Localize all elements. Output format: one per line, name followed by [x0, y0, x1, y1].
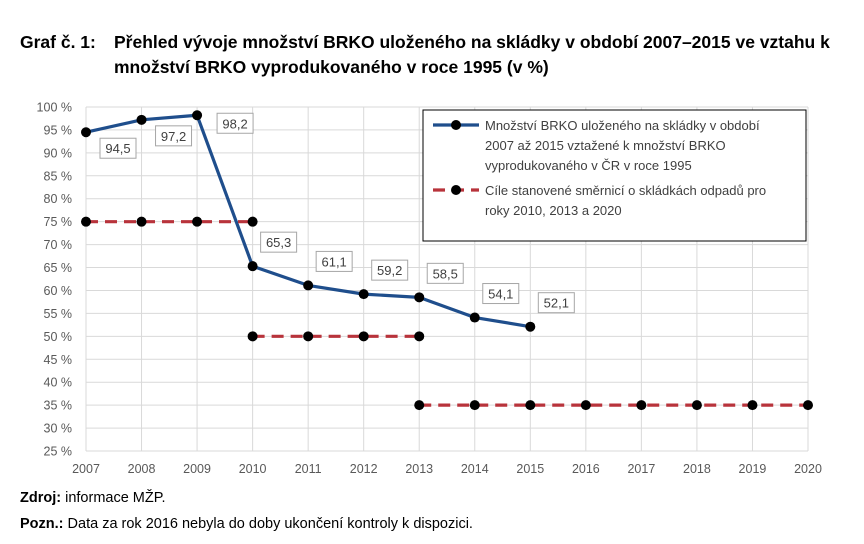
y-tick-label: 60 %: [44, 284, 73, 298]
x-tick-label: 2007: [72, 462, 100, 476]
data-point-target: [525, 400, 536, 411]
data-label: 54,1: [488, 287, 513, 302]
y-tick-label: 75 %: [44, 215, 73, 229]
data-label-box: [371, 259, 409, 281]
data-point-target: [247, 216, 258, 227]
y-tick-label: 25 %: [44, 445, 73, 459]
legend-marker: [451, 120, 461, 130]
data-point-target: [580, 400, 591, 411]
data-point-main: [525, 321, 536, 332]
data-point-target: [414, 331, 425, 342]
data-label-box: [99, 137, 137, 159]
data-label-box: [315, 250, 353, 272]
data-label-box: [155, 125, 193, 147]
y-tick-label: 85 %: [44, 169, 73, 183]
remark-note: Pozn.: Data za rok 2016 nebyla do doby u…: [20, 516, 473, 532]
data-point-target: [691, 400, 702, 411]
data-label: 98,2: [222, 116, 247, 131]
data-point-main: [358, 289, 369, 300]
data-label: 52,1: [544, 296, 569, 311]
legend-label-line: Množství BRKO uloženého na skládky v obd…: [485, 118, 760, 133]
remark-label: Pozn.:: [20, 516, 64, 532]
axes: 25 % 30 % 35 % 40 % 45 % 50 % 55 % 60 % 65 % 70 %…: [37, 101, 822, 477]
y-tick-label: 40 %: [44, 376, 73, 390]
data-label-box: [482, 283, 520, 305]
y-tick-label: 35 %: [44, 399, 73, 413]
x-tick-label: 2020: [794, 462, 822, 476]
data-label: 65,3: [266, 235, 291, 250]
data-label-box: [426, 262, 464, 284]
x-tick-label: 2010: [239, 462, 267, 476]
source-note: Zdroj: informace MŽP.: [20, 490, 166, 506]
legend-box: [422, 109, 807, 242]
data-labels: 94,5 97,2 98,2 65,3 61,1 59,2 58,5 54,1 52,1: [99, 112, 575, 314]
data-point-target: [303, 331, 314, 342]
legend-label-line: roky 2010, 2013 a 2020: [485, 203, 622, 218]
data-label: 58,5: [433, 266, 458, 281]
x-tick-label: 2013: [405, 462, 433, 476]
legend-marker: [451, 185, 461, 195]
data-point-main: [192, 110, 203, 121]
legend-label-line: Cíle stanovené směrnicí o skládkách odpa…: [485, 183, 766, 198]
data-point-main: [247, 261, 258, 272]
data-label: 59,2: [377, 263, 402, 278]
x-tick-label: 2017: [627, 462, 655, 476]
data-point-target: [136, 216, 147, 227]
y-tick-label: 30 %: [44, 422, 73, 436]
legend-label-main: Množství BRKO uloženého na skládky v obd…: [485, 118, 760, 173]
data-point-main: [414, 292, 425, 303]
chart-title-text: Přehled vývoje množství BRKO uloženého n…: [114, 32, 830, 77]
data-point-target: [747, 400, 758, 411]
chart-title: Graf č. 1: Přehled vývoje množství BRKO …: [20, 30, 840, 80]
data-point-target: [192, 216, 203, 227]
legend-label-target: Cíle stanovené směrnicí o skládkách odpa…: [485, 183, 766, 218]
data-point-target: [469, 400, 480, 411]
y-tick-label: 50 %: [44, 330, 73, 344]
x-tick-label: 2011: [295, 462, 322, 476]
y-tick-label: 55 %: [44, 307, 73, 321]
data-point-main: [303, 280, 314, 291]
y-tick-label: 95 %: [44, 123, 73, 137]
data-point-target: [358, 331, 369, 342]
x-tick-label: 2009: [183, 462, 211, 476]
data-point-target: [414, 400, 425, 411]
data-point-target: [247, 331, 258, 342]
data-label-box: [216, 112, 254, 134]
chart-title-prefix: Graf č. 1:: [20, 32, 96, 52]
data-point-main: [81, 127, 91, 138]
source-text: informace MŽP.: [65, 490, 166, 506]
data-label: 97,2: [161, 129, 186, 144]
x-tick-label: 2016: [572, 462, 600, 476]
x-tick-label: 2019: [739, 462, 767, 476]
x-tick-label: 2012: [350, 462, 378, 476]
data-label-box: [260, 231, 298, 253]
data-point-target: [636, 400, 647, 411]
x-tick-label: 2008: [128, 462, 156, 476]
legend-label-line: 2007 až 2015 vztažené k množství BRKO: [485, 138, 726, 153]
data-point-target: [803, 400, 813, 411]
data-label: 61,1: [321, 254, 346, 269]
y-tick-label: 90 %: [44, 146, 73, 160]
x-tick-label: 2014: [461, 462, 489, 476]
y-tick-label: 80 %: [44, 192, 73, 206]
series: [81, 110, 813, 411]
y-tick-label: 100 %: [37, 101, 72, 115]
data-label-box: [537, 292, 575, 314]
data-point-main: [136, 114, 147, 125]
x-tick-label: 2018: [683, 462, 711, 476]
legend-label-line: vyprodukovaného v ČR v roce 1995: [485, 158, 692, 173]
y-tick-label: 70 %: [44, 238, 73, 252]
source-label: Zdroj:: [20, 490, 62, 506]
data-point-target: [81, 216, 91, 227]
legend: Množství BRKO uloženého na skládky v obd…: [422, 109, 807, 242]
data-point-main: [469, 312, 480, 323]
y-tick-label: 45 %: [44, 353, 73, 367]
y-tick-label: 65 %: [44, 261, 73, 275]
x-tick-label: 2015: [516, 462, 544, 476]
remark-text: Data za rok 2016 nebyla do doby ukončení…: [67, 516, 473, 532]
data-label: 94,5: [105, 141, 130, 156]
